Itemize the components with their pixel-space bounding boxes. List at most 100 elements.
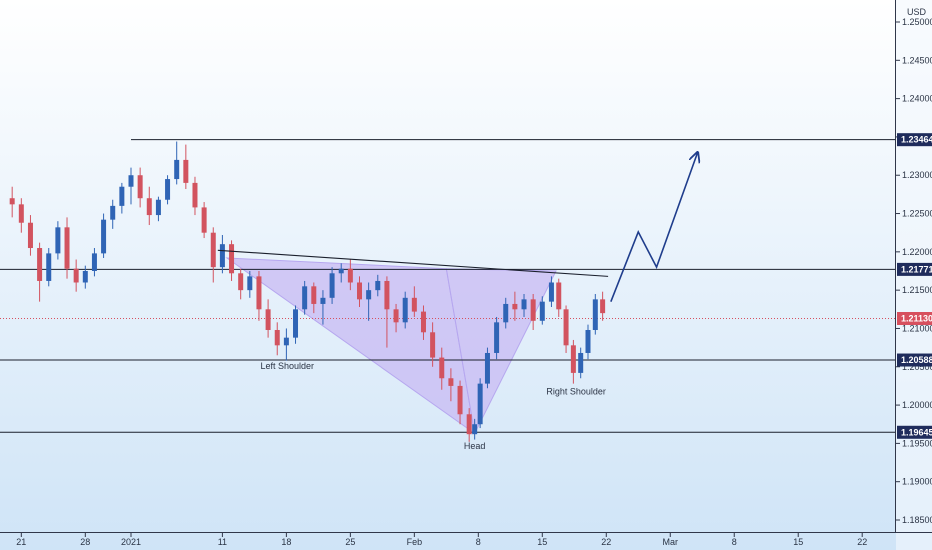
candle[interactable] [402, 291, 408, 329]
candle-body [27, 222, 33, 249]
candle[interactable] [393, 303, 399, 333]
candle-body [64, 227, 70, 269]
projection-arrow[interactable] [610, 152, 698, 302]
candle[interactable] [229, 240, 235, 281]
candle-body [466, 414, 472, 435]
candle-body [73, 268, 79, 283]
candle[interactable] [457, 380, 463, 425]
candle-body [402, 297, 408, 323]
candle-body [110, 205, 116, 220]
candle[interactable] [64, 217, 70, 279]
candle-body [530, 299, 536, 321]
annotation-label: Head [464, 441, 486, 451]
candle-body [311, 286, 317, 304]
candle[interactable] [210, 227, 216, 283]
candle[interactable] [82, 265, 88, 289]
candle-body [101, 219, 107, 254]
candle[interactable] [411, 286, 417, 317]
candle-body [37, 248, 43, 281]
candle[interactable] [192, 176, 198, 216]
candle[interactable] [37, 242, 43, 302]
candle-body [411, 297, 417, 312]
candle[interactable] [384, 276, 390, 348]
candle[interactable] [556, 278, 562, 317]
candle[interactable] [320, 290, 326, 325]
candle[interactable] [600, 291, 606, 321]
candle[interactable] [578, 347, 584, 379]
candle[interactable] [165, 175, 171, 205]
candle[interactable] [347, 259, 353, 291]
candle[interactable] [448, 368, 454, 402]
candle[interactable] [466, 408, 472, 442]
candle[interactable] [420, 305, 426, 340]
candle[interactable] [472, 418, 478, 440]
candle[interactable] [338, 263, 344, 283]
candle[interactable] [592, 293, 598, 335]
candle-body [201, 207, 207, 233]
candle[interactable] [137, 167, 143, 208]
candle[interactable] [110, 199, 116, 229]
candle[interactable] [302, 280, 308, 315]
candle-body [357, 282, 362, 300]
candle[interactable] [503, 297, 509, 329]
candle[interactable] [530, 293, 536, 330]
candle[interactable] [274, 322, 280, 356]
x-tick-label: 21 [16, 537, 26, 547]
candle[interactable] [9, 186, 15, 218]
candle[interactable] [366, 282, 372, 321]
candle[interactable] [293, 305, 299, 344]
candle[interactable] [128, 167, 134, 205]
candle[interactable] [256, 271, 262, 321]
x-tick-label: 22 [601, 537, 611, 547]
price-tag: 1.20588 [897, 353, 932, 367]
candle[interactable] [247, 271, 253, 298]
candle[interactable] [146, 186, 152, 226]
candle[interactable] [27, 215, 33, 256]
y-tick-label: 1.18500 [902, 515, 932, 525]
candle[interactable] [570, 339, 576, 384]
candle[interactable] [484, 347, 490, 389]
y-tick-label: 1.24500 [902, 55, 932, 65]
candle[interactable] [585, 324, 591, 360]
candle[interactable] [18, 198, 24, 233]
y-tick-label: 1.21000 [902, 323, 932, 333]
candle[interactable] [311, 282, 317, 314]
neckline[interactable] [217, 249, 609, 277]
candle-body [210, 232, 216, 268]
x-tick-label: 15 [537, 537, 547, 547]
candle[interactable] [46, 248, 52, 287]
candle-body [247, 276, 253, 291]
candle[interactable] [91, 248, 97, 277]
currency-label: USD [907, 7, 927, 17]
candle[interactable] [265, 299, 271, 338]
candle[interactable] [201, 202, 207, 239]
candle[interactable] [101, 213, 107, 258]
candle[interactable] [563, 305, 569, 353]
candle[interactable] [283, 328, 289, 361]
candle[interactable] [183, 144, 189, 190]
candle[interactable] [55, 221, 61, 260]
candle[interactable] [439, 347, 445, 390]
candle[interactable] [174, 141, 180, 185]
price-tag-bg [897, 262, 932, 276]
price-tag: 1.23464 [897, 133, 932, 147]
candle[interactable] [512, 291, 518, 321]
candle[interactable] [548, 276, 554, 308]
candle[interactable] [238, 268, 244, 300]
candle[interactable] [119, 182, 125, 214]
y-tick-label: 1.19500 [902, 438, 932, 448]
candle[interactable] [219, 234, 225, 274]
candle[interactable] [375, 274, 381, 297]
candle[interactable] [430, 322, 436, 367]
candle[interactable] [494, 316, 500, 360]
candle[interactable] [477, 378, 483, 429]
candle[interactable] [357, 276, 362, 308]
candle[interactable] [521, 293, 527, 317]
candle[interactable] [73, 259, 79, 292]
candle[interactable] [539, 296, 545, 325]
candle[interactable] [155, 196, 161, 222]
candle[interactable] [329, 267, 335, 304]
price-tag-text: 1.21771 [901, 264, 932, 274]
